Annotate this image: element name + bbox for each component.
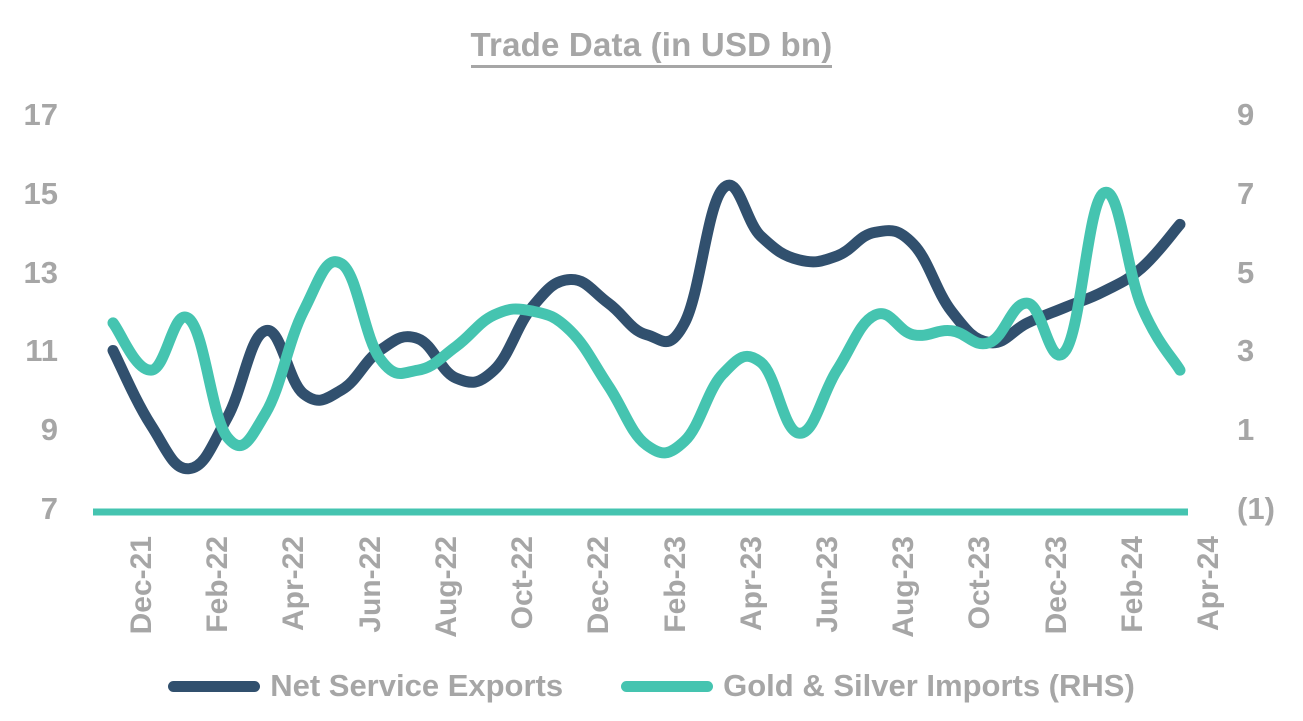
x-axis-tick: Feb-24: [1115, 536, 1149, 633]
left-axis-tick: 13: [23, 254, 58, 290]
left-axis-tick: 17: [23, 97, 58, 132]
legend-swatch-teal: [621, 680, 714, 692]
right-axis-tick: 7: [1237, 175, 1255, 211]
right-axis-tick: 5: [1237, 254, 1255, 290]
legend-item-gold-silver-imports[interactable]: Gold & Silver Imports (RHS): [621, 668, 1135, 704]
x-axis-tick: Apr-23: [734, 536, 768, 632]
chart-title-text: Trade Data (in USD bn): [470, 26, 833, 68]
x-axis-tick: Oct-23: [963, 536, 997, 630]
legend-label-net-service-exports: Net Service Exports: [270, 668, 564, 703]
right-axis-tick: 3: [1237, 333, 1255, 369]
x-axis-tick: Feb-22: [201, 536, 235, 633]
left-axis-tick: 9: [40, 412, 58, 448]
left-axis-tick: 11: [25, 333, 58, 369]
x-axis-tick: Dec-23: [1039, 536, 1073, 635]
x-axis-tick: Apr-22: [277, 536, 311, 632]
legend-item-net-service-exports[interactable]: Net Service Exports: [168, 668, 563, 704]
x-axis-tick: Dec-21: [125, 536, 158, 635]
right-axis-tick: (1): [1237, 491, 1275, 526]
x-axis-tick: Aug-22: [429, 536, 463, 638]
x-axis-tick: Dec-22: [582, 536, 616, 635]
x-axis-tick: Jun-22: [353, 536, 387, 633]
x-axis-tick: Jun-23: [810, 536, 844, 633]
x-axis-tick: Oct-22: [506, 536, 540, 630]
left-axis-tick: 15: [23, 175, 58, 211]
legend-label-gold-silver-imports: Gold & Silver Imports (RHS): [723, 668, 1135, 703]
chart-legend: Net Service Exports Gold & Silver Import…: [0, 668, 1303, 704]
left-axis-tick: 7: [40, 491, 58, 526]
series-line-gold-silver-imports-rhs: [107, 186, 1186, 459]
right-axis-tick: 9: [1237, 97, 1255, 132]
legend-swatch-navy: [168, 680, 261, 692]
x-axis-tick: Aug-23: [887, 536, 921, 638]
chart-title: Trade Data (in USD bn): [0, 26, 1303, 68]
series-line-net-service-exports: [107, 179, 1186, 475]
x-axis-tick: Apr-24: [1192, 536, 1225, 632]
right-axis-tick: 1: [1237, 412, 1255, 448]
x-axis-tick: Feb-23: [658, 536, 692, 633]
